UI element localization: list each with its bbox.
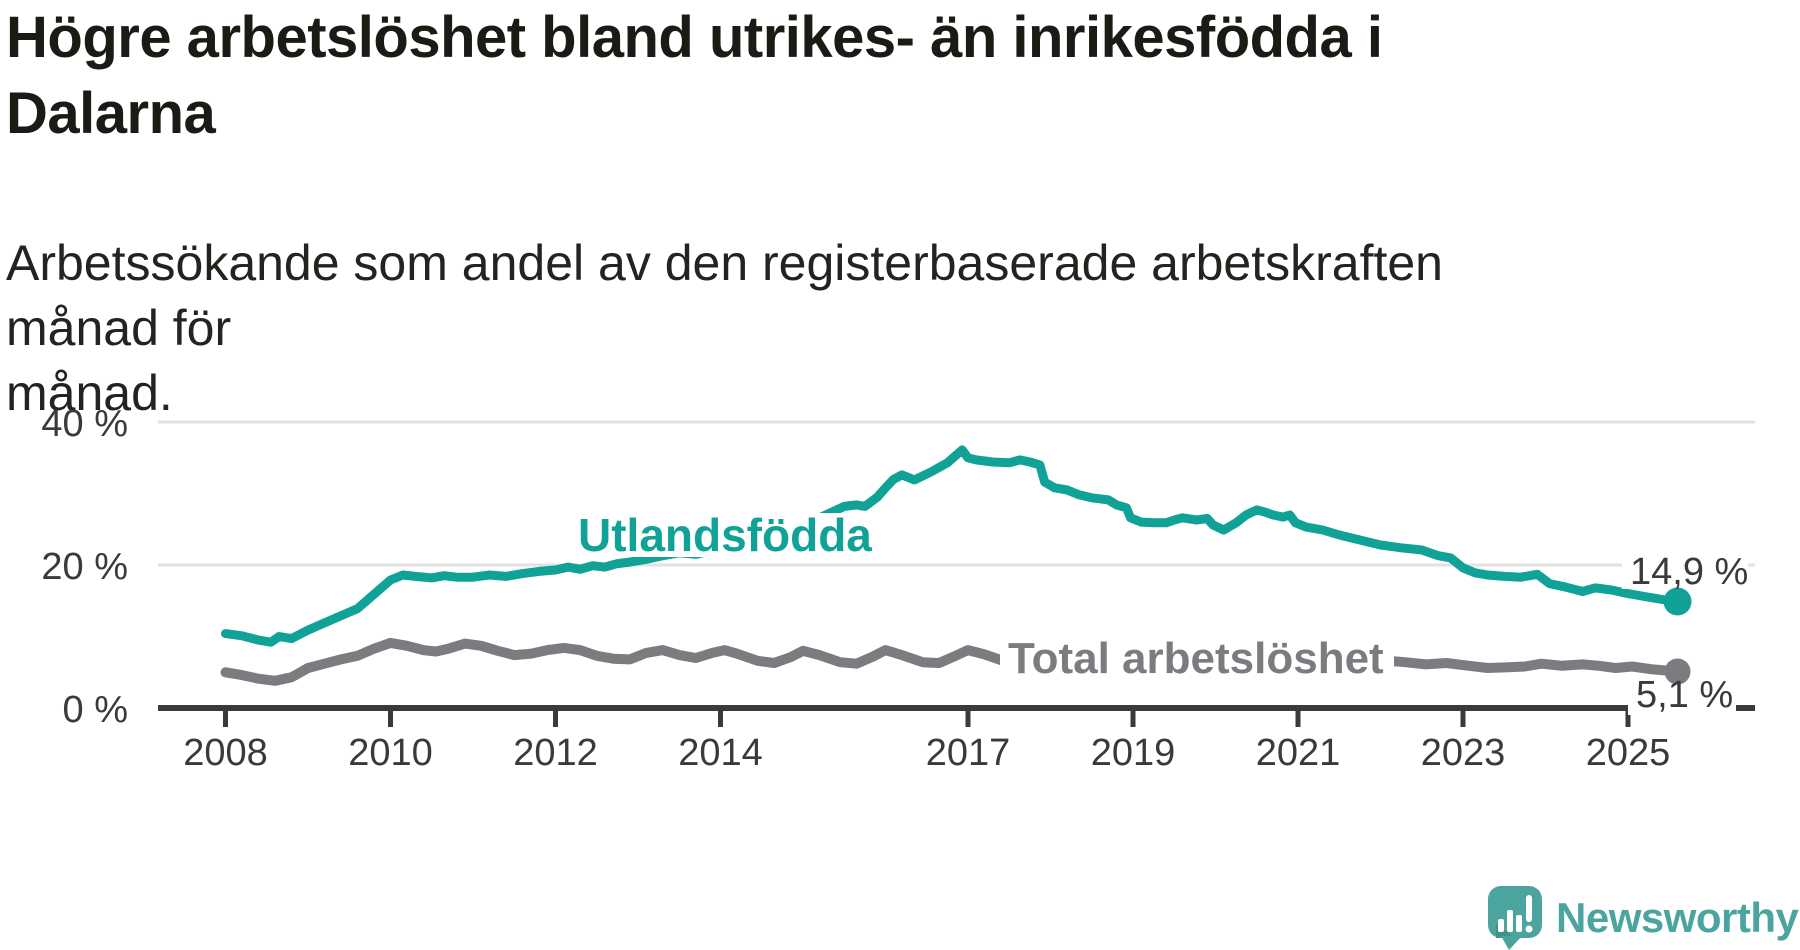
newsworthy-speech-bubble-chart-icon [1488,886,1542,950]
y-tick-label-20: 20 % [41,546,128,588]
x-tick-label-2021: 2021 [1256,732,1341,774]
subtitle: Arbetssökande som andel av den registerb… [6,231,1506,426]
y-axis-labels: 0 % 20 % 40 % [41,403,128,731]
x-tick-label-2023: 2023 [1421,732,1506,774]
subtitle-line-1: Arbetssökande som andel av den registerb… [6,235,1443,356]
x-tick-label-2017: 2017 [926,732,1011,774]
logo-bar-3 [1516,915,1522,932]
logo-bar-2 [1507,910,1513,932]
x-tick-label-2014: 2014 [678,732,763,774]
logo-bar-1 [1498,919,1504,932]
page-title-line-2: Dalarna [6,81,216,146]
logo-bubble-tail [1501,936,1522,950]
subtitle-line-2: månad. [6,365,173,421]
x-tick-label-2019: 2019 [1091,732,1176,774]
x-axis-ticks: 2008 2010 2012 2014 2017 2019 2021 2023 2025 [183,708,1670,774]
page-title-line-1: Högre arbetslöshet bland utrikes- än inr… [6,5,1383,70]
x-tick-label-2025: 2025 [1586,732,1671,774]
utlandsfodda-label-mask [570,513,866,557]
x-tick-label-2008: 2008 [183,732,268,774]
total-arbetsloshet-line [220,637,1683,686]
utlandsfodda-line [221,445,1682,647]
total-end-dot [1664,658,1691,685]
utlandsfodda-end-dot [1663,587,1692,616]
end-value-teal-mask [1622,549,1748,589]
logo-exclamation-dot [1525,925,1533,933]
series-label-utlandsfodda: Utlandsfödda [578,509,872,561]
newsworthy-logo-text: Newsworthy [1556,894,1799,941]
y-tick-label-40: 40 % [41,403,128,445]
series-label-total-arbetsloshet: Total arbetslöshet [1008,634,1384,683]
x-tick-label-2010: 2010 [348,732,433,774]
logo-exclamation-bar [1526,895,1532,922]
end-value-utlandsfodda: 14,9 % [1630,551,1748,593]
page-title: Högre arbetslöshet bland utrikes- än inr… [6,0,1566,152]
total-label-mask [1000,633,1394,691]
end-value-total: 5,1 % [1636,674,1733,716]
x-tick-label-2012: 2012 [513,732,598,774]
y-tick-label-0: 0 % [63,689,128,731]
